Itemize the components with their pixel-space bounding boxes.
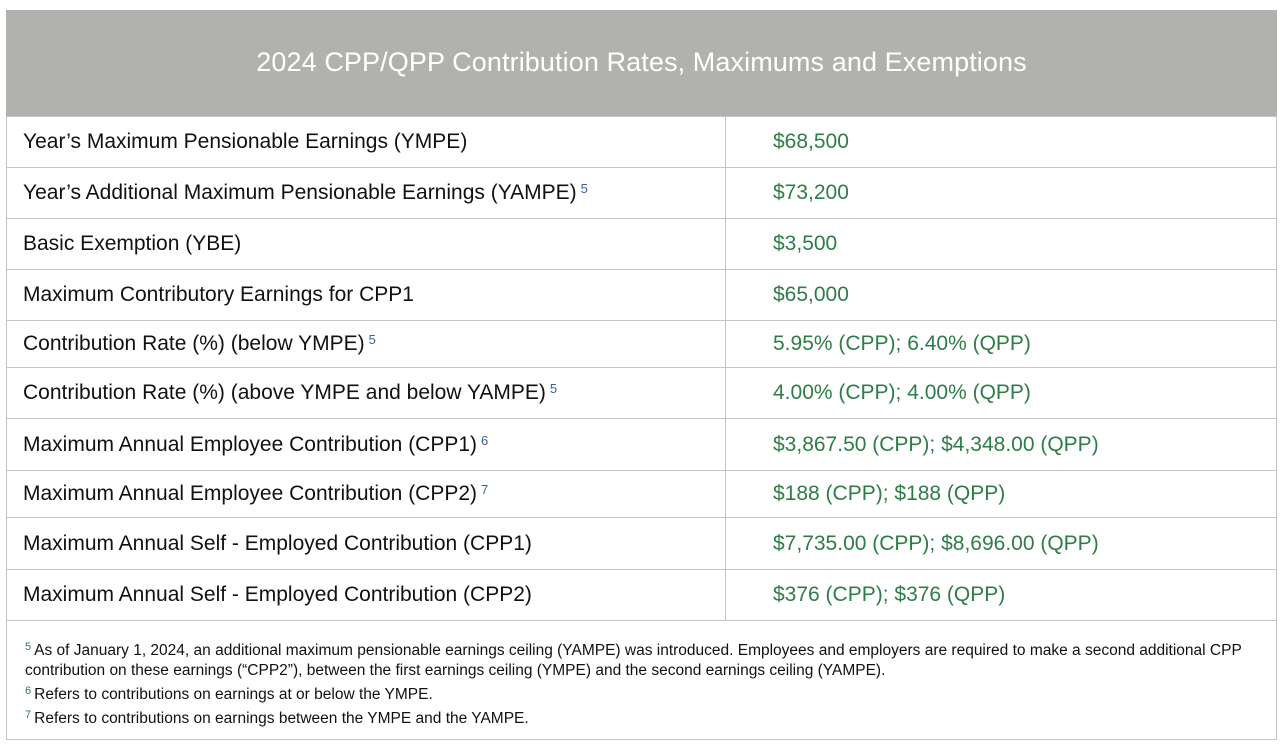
row-label-cell: Year’s Additional Maximum Pensionable Ea…	[6, 167, 726, 219]
row-value: $7,735.00 (CPP); $8,696.00 (QPP)	[725, 517, 1277, 570]
row-label-cell: Maximum Annual Self - Employed Contribut…	[6, 517, 726, 570]
row-value: 5.95% (CPP); 6.40% (QPP)	[725, 320, 1277, 368]
row-label: Contribution Rate (%) (above YMPE and be…	[23, 381, 546, 404]
footnote-marker: 7	[25, 709, 32, 721]
page-title: 2024 CPP/QPP Contribution Rates, Maximum…	[256, 46, 1027, 77]
row-value: $65,000	[725, 269, 1277, 321]
table-row: Year’s Additional Maximum Pensionable Ea…	[6, 167, 1277, 219]
row-label: Maximum Annual Employee Contribution (CP…	[23, 482, 478, 505]
table-row: Maximum Annual Employee Contribution (CP…	[6, 418, 1277, 471]
footnote-item: 7 Refers to contributions on earnings bet…	[25, 705, 1257, 729]
footnote-ref: 6	[481, 432, 489, 448]
row-label: Year’s Maximum Pensionable Earnings (YMP…	[23, 130, 468, 153]
row-value: $3,500	[725, 218, 1277, 270]
row-label: Year’s Additional Maximum Pensionable Ea…	[23, 181, 577, 204]
row-value: $188 (CPP); $188 (QPP)	[725, 470, 1277, 518]
table-row: Maximum Annual Employee Contribution (CP…	[6, 470, 1277, 518]
table-row: Basic Exemption (YBE) $3,500	[6, 218, 1277, 270]
table-row: Maximum Annual Self - Employed Contribut…	[6, 569, 1277, 621]
table-header: 2024 CPP/QPP Contribution Rates, Maximum…	[6, 10, 1277, 116]
footnotes: 5 As of January 1, 2024, an additional ma…	[6, 627, 1277, 740]
footnote-marker: 6	[25, 685, 32, 697]
footnote-ref: 5	[368, 332, 376, 347]
footnote-item: 6 Refers to contributions on earnings at …	[25, 681, 1257, 705]
row-value: 4.00% (CPP); 4.00% (QPP)	[725, 367, 1277, 419]
row-label-cell: Contribution Rate (%) (above YMPE and be…	[6, 367, 726, 419]
table-row: Year’s Maximum Pensionable Earnings (YMP…	[6, 116, 1277, 168]
footnote-text: As of January 1, 2024, an additional max…	[25, 642, 1242, 679]
row-label-cell: Maximum Contributory Earnings for CPP1	[6, 269, 726, 321]
row-label-cell: Contribution Rate (%) (below YMPE) 5	[6, 320, 726, 368]
row-label: Basic Exemption (YBE)	[23, 232, 242, 255]
row-label-cell: Maximum Annual Self - Employed Contribut…	[6, 569, 726, 621]
footnote-marker: 5	[25, 641, 32, 653]
table-row: Maximum Annual Self - Employed Contribut…	[6, 517, 1277, 570]
row-value: $73,200	[725, 167, 1277, 219]
footnote-ref: 7	[481, 482, 489, 497]
row-value: $3,867.50 (CPP); $4,348.00 (QPP)	[725, 418, 1277, 471]
footnote-text: Refers to contributions on earnings at o…	[34, 686, 433, 703]
row-label: Maximum Annual Self - Employed Contribut…	[23, 583, 532, 606]
table-row: Maximum Contributory Earnings for CPP1 $…	[6, 269, 1277, 321]
footnote-item: 5 As of January 1, 2024, an additional ma…	[25, 637, 1257, 681]
row-label: Contribution Rate (%) (below YMPE)	[23, 332, 365, 355]
table-row: Contribution Rate (%) (above YMPE and be…	[6, 367, 1277, 419]
table-row: Contribution Rate (%) (below YMPE) 5 5.95…	[6, 320, 1277, 368]
row-label: Maximum Annual Employee Contribution (CP…	[23, 432, 478, 456]
row-label-cell: Year’s Maximum Pensionable Earnings (YMP…	[6, 116, 726, 168]
footnote-text: Refers to contributions on earnings betw…	[34, 710, 529, 727]
row-value: $376 (CPP); $376 (QPP)	[725, 569, 1277, 621]
row-label-cell: Basic Exemption (YBE)	[6, 218, 726, 270]
row-label-cell: Maximum Annual Employee Contribution (CP…	[6, 470, 726, 518]
row-label: Maximum Annual Self - Employed Contribut…	[23, 531, 532, 555]
contribution-table: Year’s Maximum Pensionable Earnings (YMP…	[6, 116, 1277, 621]
row-label: Maximum Contributory Earnings for CPP1	[23, 283, 414, 306]
footnote-ref: 5	[580, 181, 588, 196]
row-label-cell: Maximum Annual Employee Contribution (CP…	[6, 418, 726, 471]
footnote-ref: 5	[549, 381, 558, 396]
row-value: $68,500	[725, 116, 1277, 168]
